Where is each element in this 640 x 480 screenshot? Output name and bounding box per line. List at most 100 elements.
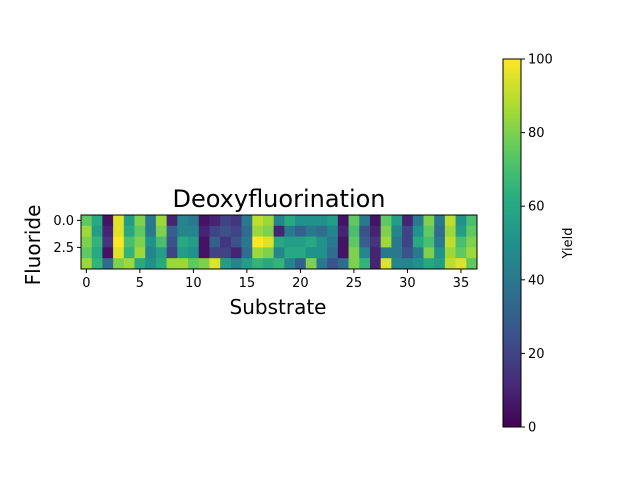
heatmap-cell [434,236,446,248]
heatmap-cell [466,236,478,248]
heatmap-cell [455,247,467,259]
heatmap-cell [391,215,403,227]
heatmap-cell [444,236,456,248]
heatmap-cell [295,236,307,248]
heatmap-cell [155,236,168,248]
x-tick-label: 15 [239,276,256,291]
heatmap-cell [391,225,403,237]
plot-frame [80,214,478,270]
colorbar-label: Yield [561,228,576,260]
heatmap-cells [81,215,478,270]
heatmap-cell [412,225,424,237]
heatmap-cell [466,225,478,237]
heatmap-cell [295,258,307,270]
heatmap-cell [412,215,424,227]
heatmap-cell [337,215,349,227]
heatmap-cell [166,215,178,227]
heatmap-cell [402,236,414,248]
x-axis-ticks: 0 5 10 15 20 25 30 35 [82,269,469,291]
colorbar [502,58,522,428]
heatmap-cell [155,247,168,259]
heatmap-cell [220,215,232,227]
heatmap-cell [252,236,264,248]
colorbar-tick-label: 40 [528,273,545,288]
heatmap-cell [188,258,200,270]
heatmap-cell [284,225,296,237]
heatmap-cell [177,215,189,227]
heatmap-cell [220,247,232,259]
heatmap-cell [188,236,200,248]
chart-title: Deoxyfluorination [172,185,385,213]
heatmap-cell [102,247,114,259]
heatmap-cell [402,215,414,227]
heatmap-cell [91,236,103,248]
heatmap-cell [466,215,478,227]
heatmap-cell [220,236,232,248]
heatmap-cell [230,215,242,227]
heatmap-cell [348,247,360,259]
heatmap-cell [134,247,146,259]
heatmap-cell [337,247,349,259]
heatmap-cell [91,247,103,259]
heatmap-cell [209,258,221,270]
heatmap-cell [166,247,178,259]
heatmap-cell [327,236,339,248]
heatmap-cell [412,258,424,270]
heatmap-cell [466,247,478,259]
heatmap-cell [123,225,135,237]
heatmap-cell [369,215,382,227]
heatmap-cell [316,258,328,270]
heatmap-cell [337,225,349,237]
heatmap-cell [273,215,285,227]
heatmap-cell [166,258,178,270]
heatmap-cell [434,215,446,227]
heatmap-cell [369,225,382,237]
heatmap-cell [391,236,403,248]
heatmap-cell [337,258,349,270]
heatmap-cell [102,236,114,248]
heatmap-cell [412,247,424,259]
heatmap-cell [198,247,210,259]
heatmap-cell [305,258,317,270]
heatmap-cell [134,225,146,237]
heatmap-cell [316,225,328,237]
heatmap-cell [188,215,200,227]
heatmap-cell [198,258,210,270]
heatmap-cell [348,225,360,237]
heatmap-cell [145,225,157,237]
heatmap-cell [123,236,135,248]
x-tick-label: 20 [292,276,309,291]
heatmap-cell [145,258,157,270]
heatmap-cell [91,225,103,237]
heatmap-cell [123,247,135,259]
heatmap-cell [359,236,371,248]
heatmap-cell [391,247,403,259]
heatmap-cell [327,258,339,270]
heatmap-cell [284,215,296,227]
heatmap-cell [284,258,296,270]
heatmap-cell [134,258,146,270]
heatmap-cell [113,225,125,237]
heatmap-cell [177,236,189,248]
heatmap-cell [81,236,93,248]
heatmap-cell [273,236,285,248]
heatmap-cell [241,247,253,259]
heatmap-cell [305,247,317,259]
heatmap-cell [337,236,349,248]
heatmap-cell [380,236,392,248]
heatmap-cell [113,215,125,227]
heatmap-cell [177,258,189,270]
heatmap-cell [177,225,189,237]
heatmap-cell [444,258,456,270]
heatmap-cell [305,215,317,227]
heatmap-cell [423,225,435,237]
heatmap-cell [327,215,339,227]
heatmap-cell [380,215,392,227]
heatmap-cell [284,236,296,248]
heatmap-cell [155,225,168,237]
heatmap-cell [198,225,210,237]
heatmap-cell [369,258,382,270]
heatmap-cell [423,215,435,227]
heatmap-cell [305,236,317,248]
